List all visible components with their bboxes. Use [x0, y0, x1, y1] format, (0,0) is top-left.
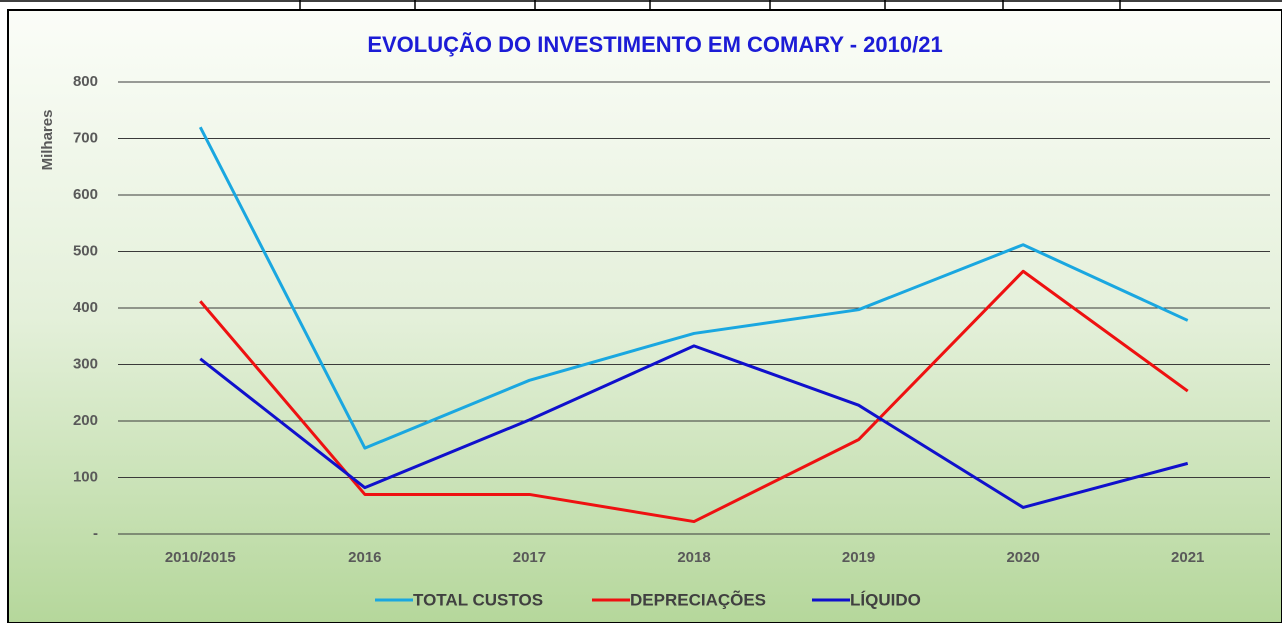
x-tick-label: 2017 [513, 549, 546, 566]
y-axis-label: Milhares [39, 110, 56, 171]
y-tick-label: 500 [73, 242, 98, 259]
y-tick-label: 100 [73, 468, 98, 485]
y-tick-label: 300 [73, 355, 98, 372]
y-tick-label: 700 [73, 129, 98, 146]
x-tick-label: 2021 [1171, 549, 1204, 566]
y-tick-label: - [93, 525, 98, 542]
series-line [199, 269, 1189, 524]
y-tick-label: 600 [73, 186, 98, 203]
y-tick-label: 800 [73, 73, 98, 90]
x-tick-label: 2010/2015 [165, 549, 236, 566]
series-line [199, 344, 1189, 509]
x-tick-label: 2019 [842, 549, 875, 566]
series-line [198, 126, 1189, 450]
y-tick-label: 200 [73, 412, 98, 429]
legend-label: TOTAL CUSTOS [413, 590, 543, 609]
table-strip [0, 0, 1282, 10]
x-tick-label: 2016 [348, 549, 381, 566]
legend-label: LÍQUIDO [850, 590, 921, 609]
y-tick-label: 400 [73, 299, 98, 316]
x-tick-label: 2020 [1006, 549, 1039, 566]
legend-label: DEPRECIAÇÕES [630, 589, 766, 609]
chart-area [7, 9, 1282, 623]
chart-title: EVOLUÇÃO DO INVESTIMENTO EM COMARY - 201… [367, 32, 942, 57]
x-tick-label: 2018 [677, 549, 710, 566]
